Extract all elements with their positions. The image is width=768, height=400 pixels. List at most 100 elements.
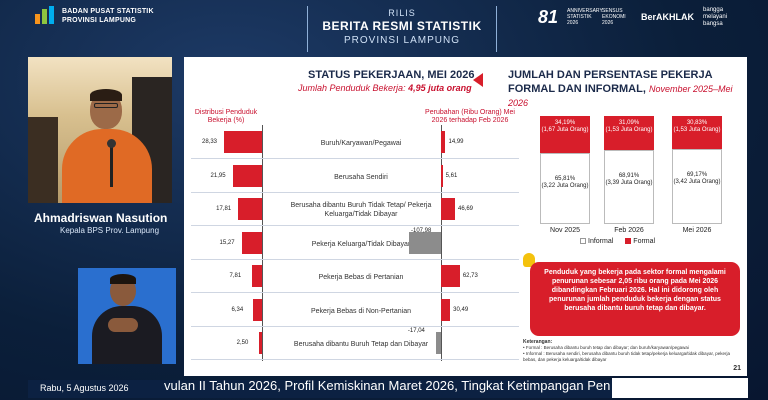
distribution-label: 21,95 (210, 172, 226, 179)
sponsor-logos: 81 ANNIVERSARY STATISTIK 2026 SENSUS EKO… (538, 6, 739, 28)
right-column-header: Perubahan (Ribu Orang) Mei 2026 terhadap… (425, 109, 515, 124)
left-chart-title: STATUS PEKERJAAN, MEI 2026 (308, 69, 475, 81)
informal-count-label: (3,42 Juta Orang) (673, 179, 721, 186)
status-category-label: Buruh/Karyawan/Pegawai (320, 140, 402, 147)
change-bar (441, 198, 455, 220)
legend-informal-label: Informal (588, 238, 614, 245)
formal-count-label: (1,53 Juta Orang) (673, 127, 721, 133)
speaker-hair (90, 89, 122, 101)
anniversary-caption: ANNIVERSARY STATISTIK 2026 (567, 8, 603, 26)
row-divider (191, 359, 519, 360)
ticker-end-panel (612, 378, 748, 398)
header: BADAN PUSAT STATISTIK PROVINSI LAMPUNG R… (0, 0, 768, 56)
informal-segment: 65,81% (3,22 Juta Orang) (540, 152, 590, 224)
microphone-stand (110, 143, 113, 187)
legend-informal-swatch (580, 238, 586, 245)
informal-percent-label: 68,91% (618, 172, 640, 179)
right-title-text: JUMLAH DAN PERSENTASE PEKERJA FORMAL DAN… (508, 69, 713, 95)
distribution-bar (224, 131, 262, 153)
org-line1: BADAN PUSAT STATISTIK (62, 8, 154, 15)
keterangan-informal: • Informal : Berusaha sendiri, berusaha … (523, 351, 730, 362)
right-title-period: November 2025–Mei 2026 (508, 84, 733, 108)
distribution-label: 15,27 (219, 239, 235, 246)
distribution-bar (238, 198, 262, 220)
org-name: BADAN PUSAT STATISTIK PROVINSI LAMPUNG (62, 7, 154, 25)
subtitle-prefix: Jumlah Penduduk Bekerja: (298, 83, 409, 93)
distribution-label: 17,81 (216, 206, 232, 212)
presentation-slide: STATUS PEKERJAAN, MEI 2026 Jumlah Pendud… (184, 57, 747, 376)
change-bar (408, 231, 441, 254)
status-category-label: Berusaha Sendiri (334, 173, 388, 181)
change-bar (441, 265, 460, 287)
keterangan-formal: • Formal : Berusaha dibantu buruh tetap … (523, 345, 689, 350)
right-axis (441, 125, 442, 361)
chart-legend: Informal Formal (580, 238, 655, 245)
formal-count-label: (1,53 Juta Orang) (605, 127, 653, 133)
legend-formal-swatch (625, 238, 632, 245)
change-label: -17,04 (407, 328, 425, 334)
news-ticker: vulan II Tahun 2026, Profil Kemiskinan M… (164, 378, 611, 393)
status-category-label: Pekerja Bebas di Pertanian (318, 274, 404, 281)
status-row: 21,95 Berusaha Sendiri 5,61 (191, 161, 519, 193)
title-line2: BERITA RESMI STATISTIK (322, 19, 482, 33)
row-divider (191, 325, 519, 327)
interpreter-body (92, 306, 162, 364)
status-row: 15,27 Pekerja Keluarga/Tidak Dibayar -107,… (191, 228, 519, 260)
status-row: 7,81 Pekerja Bebas di Pertanian 62,73 (191, 261, 519, 293)
legend-formal-label: Formal (633, 238, 656, 245)
formal-count-label: (1,67 Juta Orang) (541, 127, 589, 133)
period-label: Mei 2026 (682, 227, 712, 234)
background-cabinet-left (28, 117, 58, 203)
informal-segment: 68,91% (3,39 Juta Orang) (604, 149, 654, 224)
anniversary-logo: 81 (538, 6, 559, 27)
title-line3: PROVINSI LAMPUNG (343, 35, 461, 46)
page-number: 21 (733, 365, 741, 372)
left-axis (262, 125, 263, 361)
speaker-glasses (94, 103, 118, 108)
row-divider (191, 225, 519, 226)
distribution-label: 2,50 (236, 340, 249, 346)
bangga-logo: bangga melayani bangsa (703, 6, 728, 27)
speaker-role: Kepala BPS Prov. Lampung (60, 226, 160, 235)
status-category-label: Berusaha dibantu Buruh Tidak Tetap/ Peke… (290, 202, 432, 218)
formal-segment: 31,09% (1,53 Juta Orang) (604, 116, 654, 150)
distribution-bar (232, 164, 262, 187)
status-row: 28,33 Buruh/Karyawan/Pegawai 14,99 (191, 127, 519, 159)
distribution-label: 6,34 (231, 306, 244, 313)
keterangan-head: Keterangan: (523, 339, 553, 345)
change-label: 62,73 (462, 273, 478, 279)
distribution-bar (251, 265, 262, 287)
row-divider (191, 292, 519, 293)
change-label: -107,98 (411, 227, 432, 234)
change-label: 30,49 (453, 306, 469, 313)
informal-count-label: (3,39 Juta Orang) (605, 179, 653, 186)
left-column-header: Distribusi Penduduk Bekerja (%) (194, 109, 258, 124)
change-bar (441, 131, 446, 153)
interpreter-hands (108, 318, 138, 332)
row-divider (191, 158, 519, 159)
sign-language-video (78, 268, 176, 364)
broadcast-title: RILIS BERITA RESMI STATISTIK PROVINSI LA… (307, 6, 497, 52)
right-chart-title: JUMLAH DAN PERSENTASE PEKERJA FORMAL DAN… (508, 68, 744, 110)
informal-count-label: (3,22 Juta Orang) (541, 182, 589, 189)
formal-percent-label: 30,83% (686, 120, 708, 126)
speaker-name: Ahmadriswan Nasution (34, 211, 168, 225)
change-label: 5,61 (445, 172, 458, 179)
highlight-note: Penduduk yang bekerja pada sektor formal… (530, 262, 740, 336)
microphone-icon (107, 139, 116, 148)
legend-informal: Informal (580, 238, 613, 245)
interpreter-hair (110, 274, 136, 284)
formal-percent-label: 31,09% (618, 120, 640, 126)
formal-segment: 30,83% (1,53 Juta Orang) (672, 116, 722, 150)
formal-segment: 34,19% (1,67 Juta Orang) (540, 116, 590, 153)
bps-logo-icon (35, 6, 54, 24)
title-line1: RILIS (388, 8, 416, 18)
distribution-label: 7,81 (229, 273, 242, 279)
status-category-label: Pekerja Bebas di Non-Pertanian (310, 307, 411, 315)
status-row: 2,50 Berusaha dibantu Buruh Tetap dan Dib… (191, 328, 519, 360)
status-category-label: Pekerja Keluarga/Tidak Dibayar (311, 240, 411, 248)
bottom-bar (28, 380, 748, 398)
change-label: 14,99 (448, 139, 464, 145)
broadcast-date: Rabu, 5 Agustus 2026 (40, 383, 129, 393)
change-bar (441, 298, 451, 321)
